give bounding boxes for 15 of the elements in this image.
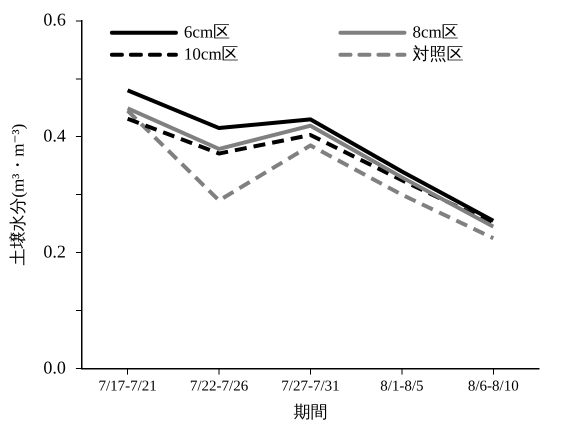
x-axis-title: 期間	[293, 402, 328, 422]
legend-label: 対照区	[412, 44, 464, 64]
x-tick-label: 8/6-8/10	[468, 378, 519, 395]
y-tick-label: 0.4	[43, 125, 66, 146]
legend-label: 10cm区	[184, 44, 239, 64]
legend-label: 6cm区	[184, 22, 230, 42]
y-tick-label: 0.6	[43, 10, 66, 30]
y-tick-label: 0.0	[43, 357, 66, 378]
x-tick-label: 8/1-8/5	[380, 378, 424, 395]
legend-label: 8cm区	[412, 22, 459, 42]
y-axis-title: 土壌水分(m³・m⁻³)	[8, 124, 28, 266]
x-tick-label: 7/22-7/26	[190, 378, 249, 395]
x-tick-label: 7/27-7/31	[281, 378, 340, 395]
y-tick-label: 0.2	[43, 241, 66, 262]
x-tick-label: 7/17-7/21	[98, 378, 157, 395]
